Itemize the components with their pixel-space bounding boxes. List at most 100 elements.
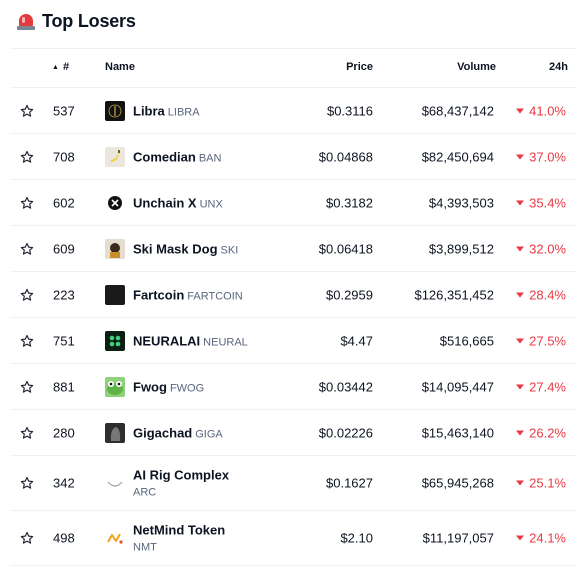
fwog-logo bbox=[105, 376, 125, 397]
volume-value: $126,351,452 bbox=[414, 287, 494, 302]
rank-value: 602 bbox=[53, 195, 75, 210]
change-percent: 41.0% bbox=[529, 103, 566, 118]
change-percent: 24.1% bbox=[529, 530, 566, 546]
star-icon[interactable] bbox=[20, 476, 34, 490]
change-value: 32.0% bbox=[516, 241, 566, 256]
volume-value: $14,095,447 bbox=[421, 379, 494, 394]
widget-title: Top Losers bbox=[42, 10, 136, 31]
star-icon[interactable] bbox=[20, 104, 34, 118]
rank-value: 342 bbox=[53, 475, 75, 491]
table-row[interactable]: 602 Unchain X UNX $0.3182 $4,393,503 35.4% bbox=[10, 180, 576, 226]
star-icon[interactable] bbox=[20, 380, 34, 394]
change-percent: 26.2% bbox=[529, 425, 566, 440]
caret-down-icon bbox=[516, 108, 525, 113]
table-row[interactable]: 708 Comedian BAN $0.04868 $82,450,694 37.0% bbox=[10, 134, 576, 180]
coin-symbol: LIBRA bbox=[167, 106, 200, 118]
table-row[interactable]: 280 Gigachad GIGA $0.02226 $15,463,140 26.2% bbox=[10, 410, 576, 456]
table-header: ▲ # Name Price Volume 24h bbox=[10, 48, 576, 88]
caret-down-icon bbox=[516, 535, 525, 541]
star-icon[interactable] bbox=[20, 196, 34, 210]
coin-name-link[interactable]: Fartcoin FARTCOIN bbox=[133, 287, 243, 302]
star-icon[interactable] bbox=[20, 288, 34, 302]
change-percent: 37.0% bbox=[529, 149, 566, 164]
banana-logo bbox=[105, 146, 125, 167]
coin-name: NetMind Token bbox=[133, 522, 226, 538]
price-value: $0.06418 bbox=[318, 241, 373, 256]
volume-value: $516,665 bbox=[439, 333, 494, 348]
coin-name-link[interactable]: Fwog FWOG bbox=[133, 379, 204, 394]
change-percent: 35.4% bbox=[529, 195, 566, 210]
sort-up-icon: ▲ bbox=[52, 64, 59, 71]
caret-down-icon bbox=[516, 338, 525, 343]
change-value: 24.1% bbox=[516, 531, 566, 546]
change-value: 25.1% bbox=[516, 476, 566, 491]
volume-value: $65,945,268 bbox=[421, 475, 494, 491]
change-percent: 28.4% bbox=[529, 287, 566, 302]
coin-symbol: BAN bbox=[198, 152, 222, 164]
star-icon[interactable] bbox=[20, 426, 34, 440]
table-row[interactable]: 537 Libra LIBRA $0.3116 $68,437,142 41.0% bbox=[10, 88, 576, 134]
coin-name: Ski Mask Dog bbox=[133, 241, 218, 256]
coin-name-link[interactable]: NEURALAI NEURAL bbox=[133, 333, 248, 348]
caret-down-icon bbox=[516, 384, 525, 389]
price-value: $0.2959 bbox=[326, 287, 373, 302]
name-column-header[interactable]: Name bbox=[105, 61, 135, 73]
coin-symbol: SKI bbox=[220, 244, 239, 256]
table-row[interactable]: 498 NetMind Token NMT $2.10 $11,197,057 24.1% bbox=[10, 511, 576, 566]
coin-symbol: FARTCOIN bbox=[187, 290, 243, 302]
table-body: 537 Libra LIBRA $0.3116 $68,437,142 41.0% 708 C… bbox=[10, 88, 576, 566]
table-row[interactable]: 751 NEURALAI NEURAL $4.47 $516,665 27.5% bbox=[10, 318, 576, 364]
change-percent: 25.1% bbox=[529, 475, 566, 491]
coin-name-link[interactable]: Unchain X UNX bbox=[133, 195, 223, 210]
ski-mask-dog-logo bbox=[105, 238, 125, 259]
coin-symbol: NMT bbox=[133, 541, 157, 554]
libra-logo bbox=[105, 100, 125, 121]
rank-value: 708 bbox=[53, 149, 75, 164]
star-icon[interactable] bbox=[20, 531, 34, 545]
volume-column-header[interactable]: Volume bbox=[457, 61, 496, 73]
volume-value: $68,437,142 bbox=[421, 103, 494, 118]
price-column-header[interactable]: Price bbox=[346, 61, 373, 73]
caret-down-icon bbox=[516, 430, 525, 435]
rank-value: 609 bbox=[53, 241, 75, 256]
coin-name-link[interactable]: Libra LIBRA bbox=[133, 103, 200, 118]
siren-icon bbox=[16, 11, 36, 31]
rank-value: 280 bbox=[53, 425, 75, 440]
change-value: 27.5% bbox=[516, 333, 566, 348]
star-icon[interactable] bbox=[20, 242, 34, 256]
coin-name-link[interactable]: NetMind Token NMT bbox=[133, 523, 225, 554]
gigachad-logo bbox=[105, 422, 125, 443]
table-row[interactable]: 609 Ski Mask Dog SKI $0.06418 $3,899,512 32.0… bbox=[10, 226, 576, 272]
table-row[interactable]: 342 AI Rig Complex ARC $0.1627 $65,945,268 25… bbox=[10, 456, 576, 511]
coin-name: AI Rig Complex bbox=[133, 467, 230, 483]
star-icon[interactable] bbox=[20, 150, 34, 164]
coin-symbol: GIGA bbox=[195, 428, 223, 440]
coin-symbol: NEURAL bbox=[203, 336, 248, 348]
coin-name-link[interactable]: Ski Mask Dog SKI bbox=[133, 241, 238, 256]
change-column-header[interactable]: 24h bbox=[549, 61, 568, 73]
coin-name: NEURALAI bbox=[133, 333, 201, 348]
change-value: 37.0% bbox=[516, 149, 566, 164]
coin-name-link[interactable]: Gigachad GIGA bbox=[133, 425, 223, 440]
losers-table: ▲ # Name Price Volume 24h 537 Libra LIBRA $0… bbox=[10, 48, 576, 566]
table-row[interactable]: 881 Fwog FWOG $0.03442 $14,095,447 27.4% bbox=[10, 364, 576, 410]
volume-value: $82,450,694 bbox=[421, 149, 494, 164]
price-value: $0.1627 bbox=[326, 475, 373, 491]
coin-name-link[interactable]: Comedian BAN bbox=[133, 149, 221, 164]
change-percent: 27.5% bbox=[529, 333, 566, 348]
change-value: 26.2% bbox=[516, 425, 566, 440]
caret-down-icon bbox=[516, 246, 525, 251]
coin-symbol: ARC bbox=[133, 486, 157, 499]
rank-value: 751 bbox=[53, 333, 75, 348]
unchain-x-logo bbox=[105, 193, 125, 213]
rank-value: 537 bbox=[53, 103, 75, 118]
caret-down-icon bbox=[516, 292, 525, 297]
coin-symbol: UNX bbox=[199, 198, 223, 210]
coin-name-link[interactable]: AI Rig Complex ARC bbox=[133, 468, 229, 499]
neuralai-logo bbox=[105, 330, 125, 351]
rank-column-header[interactable]: ▲ # bbox=[52, 61, 70, 73]
table-row[interactable]: 223 Fartcoin FARTCOIN $0.2959 $126,351,452 28… bbox=[10, 272, 576, 318]
star-icon[interactable] bbox=[20, 334, 34, 348]
price-value: $4.47 bbox=[340, 333, 373, 348]
price-value: $0.3116 bbox=[326, 103, 373, 118]
